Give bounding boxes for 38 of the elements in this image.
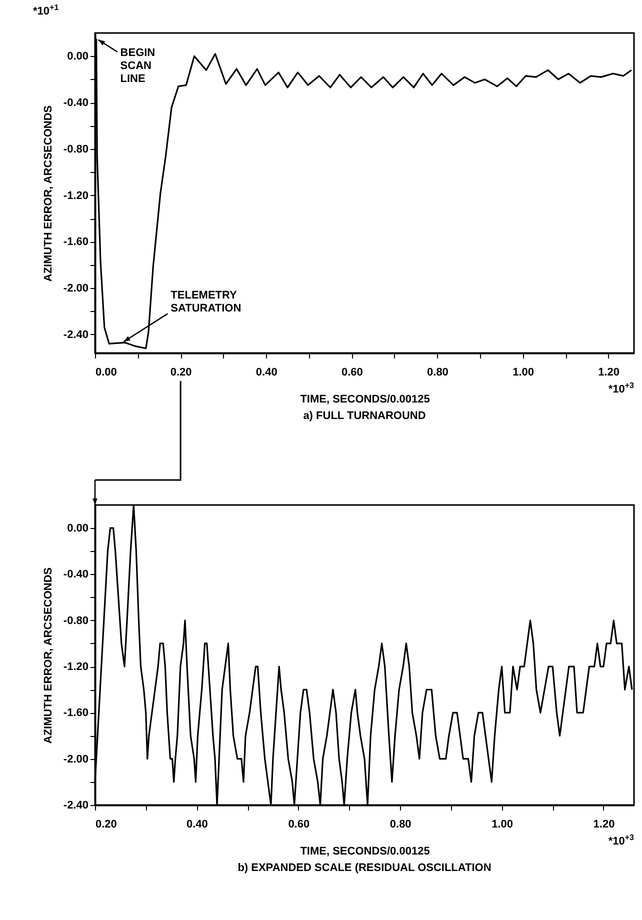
y-tick-label: -1.60: [63, 236, 88, 248]
x-tick-label: 1.20: [593, 818, 615, 830]
x-tick-label: 0.20: [96, 818, 117, 830]
text: *10$^{+3}$: [608, 833, 634, 848]
text: a) FULL TURNAROUND: [303, 410, 426, 422]
y-tick-label: -2.40: [63, 800, 88, 812]
text: *10$^{+3}$: [608, 381, 634, 396]
y-tick-label: -1.60: [63, 707, 88, 720]
y-tick-label: -0.80: [63, 143, 88, 156]
x-tick-label: 0.60: [341, 366, 363, 378]
text: b) EXPANDED SCALE (RESIDUAL OSCILLATION: [238, 862, 492, 874]
y-tick-label: 0.00: [67, 522, 88, 535]
text: *10$^{+1}$: [33, 3, 59, 18]
y-tick-label: -2.40: [63, 328, 88, 341]
y-tick-label: 0.00: [67, 50, 88, 63]
y-tick-label: -2.00: [63, 282, 88, 295]
y-axis-title: AZIMUTH ERROR, ARCSECONDS: [42, 105, 54, 282]
y-tick-label: -0.40: [63, 97, 88, 110]
x-tick-label: 0.40: [186, 818, 208, 830]
x-tick-label: 0.80: [390, 818, 412, 830]
y-axis-title: AZIMUTH ERROR, ARCSECONDS: [42, 567, 54, 744]
x-tick-label: 0.20: [170, 366, 192, 378]
y-tick-label: -1.20: [63, 190, 88, 202]
y-tick-label: -1.20: [63, 661, 88, 674]
x-tick-label: 0.00: [96, 366, 117, 378]
y-tick-label: -0.40: [63, 568, 88, 581]
x-tick-label: 1.00: [492, 818, 514, 830]
y-tick-label: -2.00: [63, 753, 88, 766]
y-tick-label: -0.80: [63, 614, 88, 627]
x-tick-label: 1.20: [598, 366, 620, 378]
x-axis-title: TIME, SECONDS/0.00125: [300, 846, 430, 858]
x-tick-label: 0.60: [288, 818, 310, 830]
x-tick-label: 1.00: [512, 366, 534, 378]
annotation: BEGIN SCAN LINE: [120, 46, 156, 85]
x-axis-title: TIME, SECONDS/0.00125: [300, 394, 430, 406]
x-tick-label: 0.80: [427, 366, 448, 378]
x-tick-label: 0.40: [256, 366, 278, 378]
annotation: TELEMETRY SATURATION: [170, 290, 242, 315]
